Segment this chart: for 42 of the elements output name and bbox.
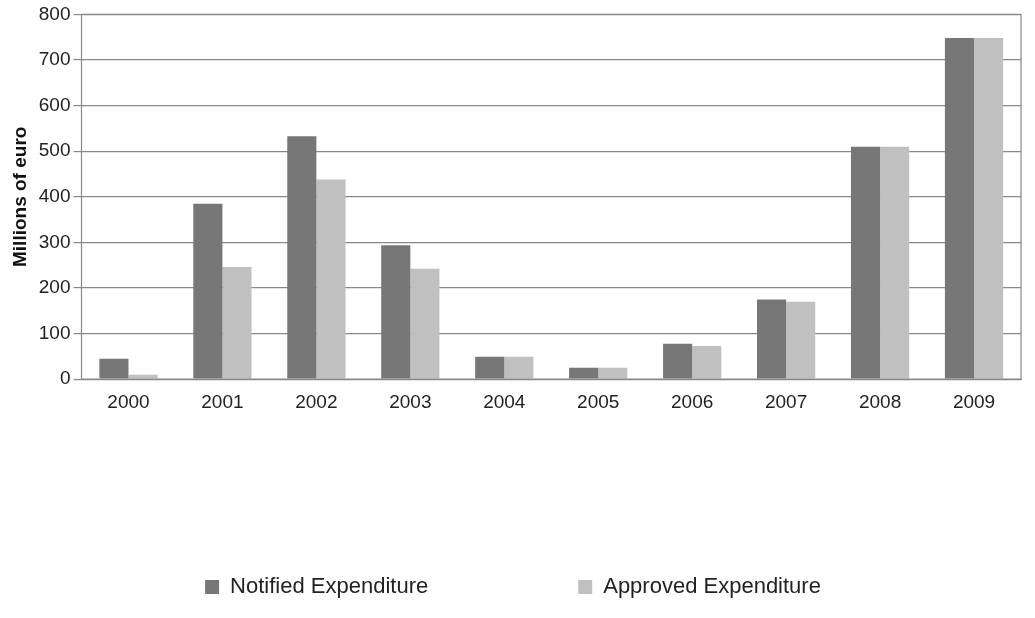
legend-label: Approved Expenditure (603, 573, 821, 599)
bar (663, 343, 693, 379)
x-tick-label: 2005 (577, 390, 620, 412)
y-tick-label: 0 (59, 367, 71, 389)
bar (598, 367, 628, 379)
bar (692, 345, 722, 379)
x-tick-label: 2009 (952, 390, 996, 412)
bar (316, 179, 346, 379)
x-tick-label: 2002 (295, 390, 338, 412)
bar (222, 267, 252, 379)
y-tick-label: 100 (38, 321, 71, 343)
x-tick-label: 2007 (764, 390, 808, 412)
x-tick-label: 2000 (107, 390, 150, 412)
y-tick-label: 300 (38, 230, 71, 252)
bar (99, 358, 129, 379)
bar (504, 356, 534, 379)
bar (850, 146, 881, 379)
y-tick-label: 700 (38, 48, 71, 70)
bar (475, 356, 505, 379)
bar (128, 374, 158, 379)
y-tick-label: 600 (38, 93, 71, 115)
bar (944, 38, 975, 379)
bar (287, 136, 317, 379)
bar (880, 146, 910, 379)
x-tick-label: 2006 (671, 390, 714, 412)
bar (786, 301, 816, 379)
y-tick-label: 500 (38, 139, 71, 161)
bar (757, 299, 787, 379)
x-tick-label: 2001 (201, 390, 244, 412)
y-tick-label: 800 (38, 2, 71, 24)
bar (193, 203, 223, 379)
y-tick-label: 200 (38, 276, 71, 298)
x-tick-label: 2004 (483, 390, 526, 412)
bar (410, 268, 440, 379)
x-tick-label: 2003 (389, 390, 432, 412)
legend-label: Notified Expenditure (230, 573, 429, 599)
bar (974, 38, 1004, 379)
bar (569, 367, 599, 379)
x-tick-label: 2008 (858, 390, 902, 412)
y-axis-title: Millions of euro (8, 126, 30, 267)
bar (381, 245, 411, 379)
y-tick-label: 400 (38, 185, 71, 207)
